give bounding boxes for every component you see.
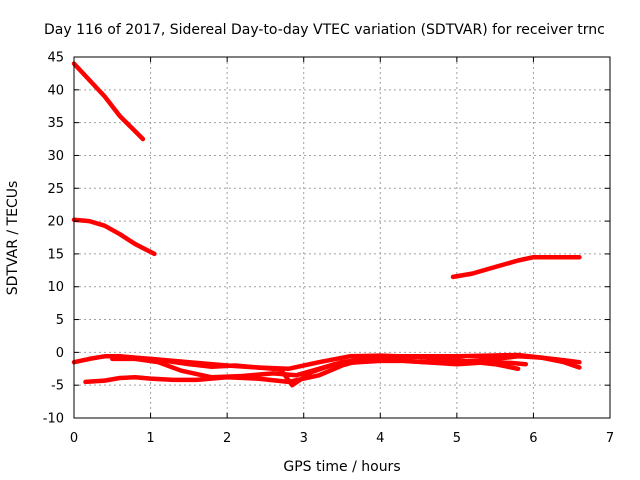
series-arc-1 xyxy=(71,61,146,142)
chart-title: Day 116 of 2017, Sidereal Day-to-day VTE… xyxy=(44,22,605,38)
y-tick-label: -5 xyxy=(51,379,64,394)
x-tick-label: 1 xyxy=(146,431,154,446)
y-tick-label: 40 xyxy=(47,83,64,98)
y-tick-label: 25 xyxy=(47,182,64,197)
y-tick-label: -10 xyxy=(43,412,64,427)
y-tick-label: 10 xyxy=(47,280,64,295)
series-arc-2 xyxy=(71,217,157,257)
y-tick-label: 45 xyxy=(47,51,64,66)
x-tick-label: 6 xyxy=(529,431,537,446)
x-tick-label: 3 xyxy=(300,431,308,446)
x-axis-label: GPS time / hours xyxy=(283,459,400,475)
series-arc-7 xyxy=(133,354,582,388)
plot-frame xyxy=(73,56,611,419)
y-tick-label: 15 xyxy=(47,247,64,262)
x-tick-label: 5 xyxy=(453,431,461,446)
y-axis-label: SDTVAR / TECUs xyxy=(5,181,21,296)
x-tick-label: 0 xyxy=(70,431,78,446)
y-tick-label: 35 xyxy=(47,116,64,131)
y-tick-label: 30 xyxy=(47,149,64,164)
y-tick-label: 20 xyxy=(47,215,64,230)
x-tick-label: 4 xyxy=(376,431,384,446)
x-tick-label: 7 xyxy=(606,431,614,446)
y-tick-label: 0 xyxy=(56,346,64,361)
series-layer xyxy=(71,61,582,388)
y-tick-label: 5 xyxy=(56,313,64,328)
series-arc-3 xyxy=(450,254,582,280)
grid xyxy=(74,57,610,418)
x-tick-label: 2 xyxy=(223,431,231,446)
